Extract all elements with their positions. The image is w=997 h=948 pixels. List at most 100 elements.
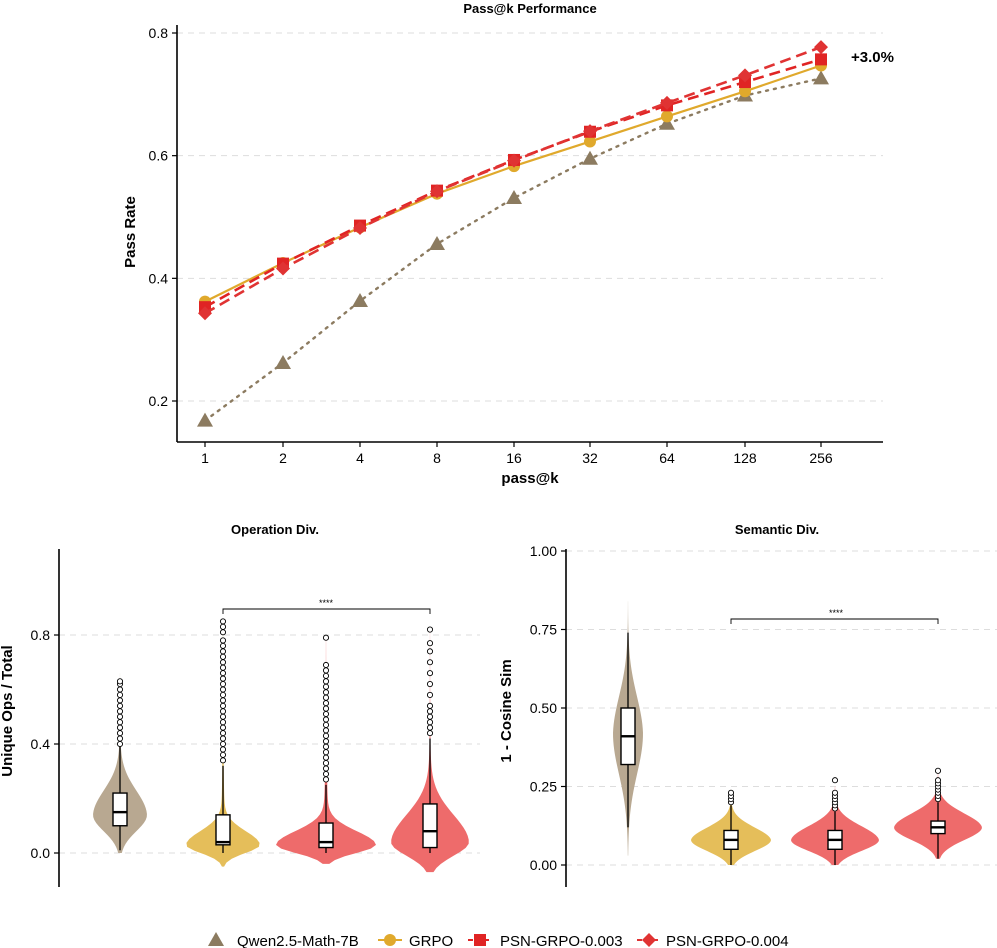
y-tick-label: 0.8 — [149, 25, 169, 41]
x-tick-label: 64 — [659, 450, 675, 466]
circle-marker — [739, 85, 751, 98]
outlier-point — [219, 708, 227, 715]
outlier-point — [219, 653, 227, 660]
diamond-marker — [198, 306, 212, 321]
outlier-point — [322, 705, 330, 712]
x-tick-label: 4 — [356, 450, 364, 466]
outlier-point — [322, 634, 330, 641]
circle-icon — [384, 934, 396, 946]
outlier-point — [426, 626, 434, 633]
y-tick-label: 0.4 — [31, 736, 51, 752]
outlier-point — [322, 667, 330, 674]
outlier-point — [116, 730, 124, 737]
triangle-marker — [659, 115, 675, 130]
outlier-point — [219, 642, 227, 649]
diamond-marker — [660, 95, 674, 110]
legend-item-base: Qwen2.5-Math-7B — [208, 932, 359, 948]
op-y-axis-label: Unique Ops / Total — [0, 645, 16, 776]
x-tick-label: 2 — [279, 450, 287, 466]
outlier-point — [322, 683, 330, 690]
triangle-marker — [813, 70, 829, 85]
y-tick-label: 0.8 — [31, 627, 51, 643]
diamond-marker — [814, 40, 828, 55]
outlier-point — [727, 789, 735, 796]
triangle-marker — [275, 354, 291, 369]
y-tick-label: 0.2 — [149, 393, 169, 409]
x-tick-label: 16 — [506, 450, 522, 466]
outlier-point — [322, 689, 330, 696]
outlier-point — [219, 697, 227, 704]
triangle-marker — [506, 189, 522, 204]
op-significance: **** — [319, 598, 334, 608]
outlier-point — [116, 708, 124, 715]
triangle-marker — [429, 235, 445, 250]
outlier-point — [219, 691, 227, 699]
box — [318, 822, 334, 849]
pass-at-k-chart: Pass@k Performance Pass Rate pass@k 0.2 0… — [122, 1, 894, 487]
triangle-marker — [197, 412, 213, 427]
outlier-point — [219, 637, 227, 644]
outlier-point — [219, 724, 227, 731]
outlier-point — [219, 757, 227, 764]
semantic-div-chart: Semantic Div. 1 - Cosine Sim 0.00 0.25 0.5… — [498, 522, 997, 887]
box — [422, 803, 438, 849]
outlier-point — [426, 648, 434, 655]
outlier-point — [219, 730, 227, 737]
diamond-marker — [738, 68, 752, 83]
square-icon — [474, 934, 486, 946]
outlier-point — [322, 694, 330, 701]
legend-label: PSN-GRPO-0.004 — [666, 933, 789, 948]
y-tick-label: 0.50 — [530, 700, 557, 716]
outlier-point — [219, 623, 227, 630]
x-tick-label: 1 — [201, 450, 209, 466]
legend-item-psn004: PSN-GRPO-0.004 — [637, 933, 789, 948]
square-marker — [815, 53, 827, 66]
outlier-point — [934, 777, 942, 784]
outlier-point — [322, 743, 330, 750]
outlier-point — [322, 770, 330, 778]
significance-bracket — [222, 608, 431, 614]
outlier-point — [116, 740, 124, 748]
top-chart-title: Pass@k Performance — [463, 1, 596, 16]
outlier-point — [219, 686, 227, 693]
diamond-marker — [276, 261, 290, 276]
improvement-annotation: +3.0% — [851, 49, 894, 66]
legend-item-grpo: GRPO — [378, 933, 453, 948]
outlier-point — [426, 730, 434, 737]
box — [112, 792, 128, 827]
legend: Qwen2.5-Math-7B GRPO PSN-GRPO-0.003 PSN-… — [208, 932, 789, 948]
outlier-point — [116, 735, 124, 742]
outlier-point — [219, 670, 227, 677]
outlier-point — [831, 789, 839, 796]
outlier-point — [426, 713, 434, 720]
outlier-point — [322, 738, 330, 745]
legend-label: GRPO — [409, 933, 453, 948]
outlier-point — [426, 719, 434, 726]
outlier-point — [219, 751, 227, 758]
x-tick-label: 128 — [733, 450, 757, 466]
diamond-icon — [642, 933, 656, 947]
y-tick-label: 0.75 — [530, 622, 557, 638]
sem-significance: **** — [829, 608, 844, 618]
outlier-point — [322, 760, 330, 767]
x-tick-label: 32 — [582, 450, 598, 466]
diamond-marker — [353, 221, 367, 236]
outlier-point — [426, 670, 434, 677]
outlier-point — [934, 767, 942, 774]
outlier-point — [831, 777, 839, 784]
outlier-point — [322, 700, 330, 707]
outlier-point — [219, 629, 227, 636]
outlier-point — [219, 740, 227, 748]
outlier-point — [322, 732, 330, 739]
circle-marker — [584, 135, 596, 148]
outlier-point — [116, 713, 124, 720]
outlier-point — [116, 702, 124, 709]
significance-bracket — [730, 618, 939, 624]
outlier-point — [322, 672, 330, 679]
outlier-point — [322, 721, 330, 728]
diamond-marker — [507, 153, 521, 168]
y-tick-label: 0.25 — [530, 779, 557, 795]
legend-label: Qwen2.5-Math-7B — [237, 933, 359, 948]
outlier-point — [426, 708, 434, 715]
